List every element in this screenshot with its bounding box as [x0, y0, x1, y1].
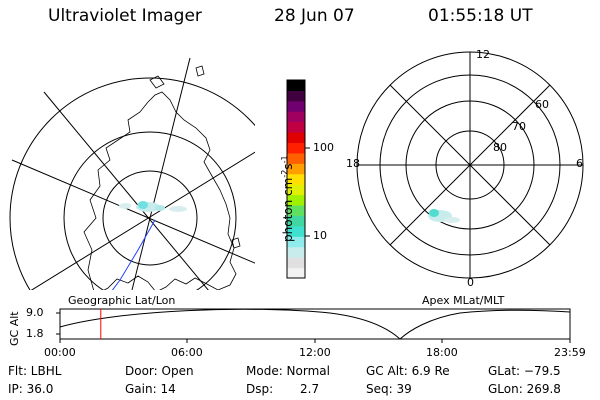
- mlt-label-12: 12: [476, 48, 490, 61]
- filter-info: Flt: LBHL: [8, 364, 62, 378]
- colorbar-band: [287, 142, 305, 154]
- colorbar-band: [287, 163, 305, 175]
- altitude-plot-frame: [59, 308, 571, 340]
- altitude-ylabel: GC Alt: [8, 311, 21, 346]
- glat-info: GLat: −79.5: [488, 364, 561, 378]
- colorbar-band: [287, 205, 305, 216]
- altitude-ytick-top: 9.0: [26, 306, 44, 319]
- coastline-island: [195, 65, 205, 77]
- meridian-line: [131, 57, 191, 290]
- mlt-label-6: 6: [576, 157, 583, 170]
- colorbar-band: [287, 90, 305, 102]
- colorbar-band: [287, 121, 305, 133]
- instrument-title: Ultraviolet Imager: [48, 6, 202, 26]
- seq-info: Seq: 39: [366, 382, 412, 396]
- time-label: 01:55:18 UT: [428, 6, 533, 26]
- colorbar-band: [287, 152, 305, 164]
- colorbar-label-100: 100: [313, 141, 334, 154]
- mlt-label-0: 0: [467, 276, 474, 289]
- colorbar-band: [287, 184, 305, 196]
- colorbar-band: [287, 80, 305, 91]
- ip-info: IP: 36.0: [8, 382, 54, 396]
- mlat-label-70: 70: [512, 120, 526, 133]
- altitude-ytick-bottom: 1.8: [26, 327, 44, 340]
- lat-circle-mid: [63, 131, 237, 290]
- geographic-caption: Geographic Lat/Lon: [68, 294, 176, 307]
- unit-text-s: s: [281, 163, 295, 170]
- colorbar-band: [287, 246, 305, 258]
- colorbar-band: [287, 236, 305, 248]
- colorbar-band: [287, 215, 305, 227]
- door-info: Door: Open: [125, 364, 194, 378]
- mlat-label-80: 80: [493, 141, 507, 154]
- apex-polar-grid: [356, 51, 584, 279]
- mlat-label-60: 60: [535, 98, 549, 111]
- lat-circle-outer: [9, 77, 255, 290]
- unit-exp-2: -1: [280, 155, 289, 164]
- colorbar-frame: [286, 79, 306, 279]
- date-label: 28 Jun 07: [274, 6, 355, 26]
- gain-info: Gain: 14: [125, 382, 176, 396]
- mlt-line-diag: [389, 84, 551, 246]
- colorbar-band: [287, 194, 305, 206]
- time-tick-2359: 23:59: [554, 346, 586, 359]
- coastline-island: [231, 237, 241, 249]
- colorbar-band: [287, 173, 305, 185]
- coastline-island: [149, 75, 165, 89]
- glon-info: GLon: 269.8: [488, 382, 561, 396]
- gc-alt-info: GC Alt: 6.9 Re: [366, 364, 450, 378]
- coastline: [83, 91, 237, 290]
- colorbar-unit-label: photon cm-2s-1: [280, 155, 295, 242]
- mlt-label-18: 18: [346, 157, 360, 170]
- meridian-line: [43, 91, 209, 290]
- altitude-plot-ticks: [56, 312, 571, 343]
- time-tick-1800: 18:00: [426, 346, 458, 359]
- ground-track: [111, 219, 156, 290]
- apex-aurora-emission: [428, 209, 460, 223]
- aurora-emission: [119, 201, 187, 212]
- lat-circle-inner: [102, 170, 198, 266]
- apex-caption: Apex MLat/MLT: [422, 294, 505, 307]
- mode-info: Mode: Normal: [246, 364, 330, 378]
- dsp-label: Dsp:: [246, 382, 274, 396]
- unit-exp-1: -2: [280, 169, 289, 178]
- colorbar-band: [287, 111, 305, 123]
- unit-text: photon cm: [281, 177, 295, 242]
- colorbar: [287, 80, 305, 279]
- colorbar-label-10: 10: [313, 229, 327, 242]
- geographic-map: [9, 57, 255, 290]
- meridian-line: [30, 151, 255, 290]
- time-tick-0000: 00:00: [44, 346, 76, 359]
- colorbar-band: [287, 257, 305, 269]
- colorbar-band: [287, 225, 305, 237]
- colorbar-band: [287, 132, 305, 144]
- time-tick-1200: 12:00: [299, 346, 331, 359]
- colorbar-band: [287, 100, 305, 112]
- time-tick-0600: 06:00: [171, 346, 203, 359]
- colorbar-band: [287, 267, 305, 279]
- dsp-value: 2.7: [300, 382, 320, 396]
- meridian-line: [11, 159, 255, 264]
- altitude-curve: [59, 308, 571, 340]
